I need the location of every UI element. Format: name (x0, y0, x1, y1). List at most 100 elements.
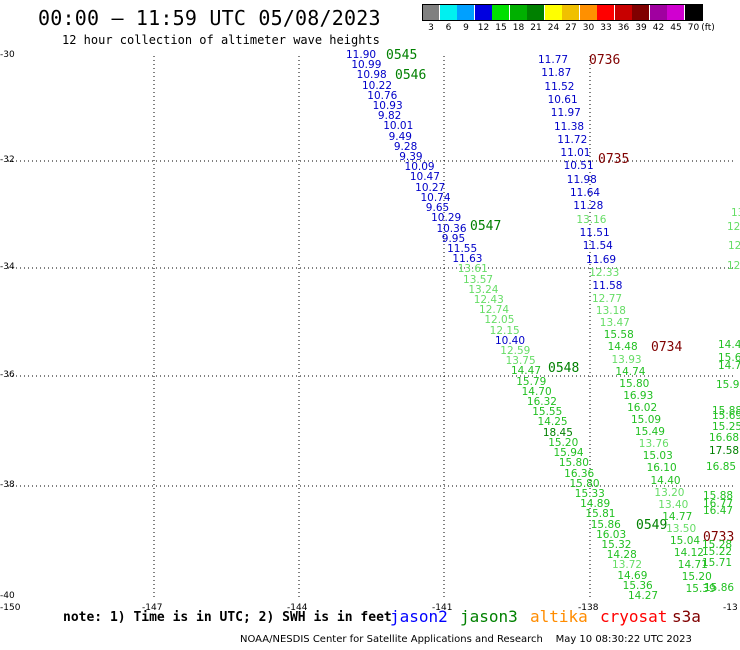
wave-height-value: 15.86 (704, 582, 735, 594)
wave-height-value: 12.05 (484, 314, 515, 327)
lon-label: -147 (142, 603, 163, 613)
pass-time-label: 0549 (636, 518, 668, 533)
wave-height-value: 11.64 (570, 187, 601, 199)
legend-label-21: 21 (530, 23, 542, 33)
wave-height-value: 15.80 (569, 477, 600, 490)
wave-height-value: 13 (731, 207, 740, 219)
legend-swatch-21 (527, 4, 544, 20)
legend-label-18: 18 (512, 23, 525, 33)
wave-height-value: 14.74 (615, 365, 646, 378)
wave-height-value: 15.88 (703, 490, 734, 502)
legend-frame (422, 4, 703, 21)
satellite-name-altika: altika (530, 607, 588, 626)
wave-height-value: 16.32 (526, 396, 557, 409)
wave-height-value: 10.01 (383, 120, 414, 133)
lat-label: -32 (0, 155, 15, 165)
wave-height-value: 12.74 (479, 304, 510, 317)
legend-swatch-3 (422, 4, 439, 20)
wave-height-value: 10.36 (436, 222, 467, 235)
wave-height-value: 10.76 (367, 89, 398, 102)
wave-height-value: 11.97 (550, 107, 581, 120)
legend-swatch-42 (649, 4, 667, 20)
wave-height-value: 11.38 (554, 120, 585, 133)
legend-swatch-15 (492, 4, 509, 20)
wave-height-value: 15.58 (603, 329, 634, 342)
wave-height-value: 16.68 (709, 432, 740, 444)
pass-time-label: 0545 (386, 48, 418, 63)
legend-label-70: 70 (687, 23, 700, 33)
wave-height-value: 10.09 (404, 161, 435, 174)
wave-height-value: 14.7 (718, 360, 740, 372)
wave-height-value: 10.22 (361, 79, 393, 92)
wave-height-value: 15.71 (702, 557, 733, 569)
legend-swatch-24 (544, 4, 562, 20)
wave-height-value: 11.69 (586, 253, 617, 266)
wave-height-value: 15.81 (585, 508, 616, 521)
wave-height-value: 15.39 (685, 583, 716, 596)
legend-label-30: 30 (582, 23, 595, 33)
wave-height-value: 14.70 (521, 385, 552, 398)
wave-height-value: 15.33 (574, 487, 605, 500)
wave-height-value: 15.69 (712, 410, 740, 422)
wave-height-value: 9.95 (441, 232, 466, 245)
wave-height-value: 15.88 (712, 405, 740, 417)
wave-height-value: 10.40 (494, 334, 526, 347)
wave-height-value: 17.58 (709, 445, 740, 457)
wave-height-value: 14.4 (718, 339, 740, 351)
wave-height-value: 15.32 (601, 538, 632, 551)
legend-label-45: 45 (670, 23, 682, 33)
legend-unit: (ft) (701, 23, 715, 33)
legend-swatch-18 (509, 4, 527, 20)
legend-swatch-45 (667, 4, 684, 20)
map-subtitle: 12 hour collection of altimeter wave hei… (62, 33, 380, 47)
lon-label: -150 (0, 603, 21, 613)
wave-height-value: 11.52 (544, 80, 575, 93)
legend-swatch-12 (474, 4, 492, 20)
wave-height-value: 12.15 (489, 324, 520, 337)
legend-swatch-39 (632, 4, 649, 20)
wave-height-value: 13.72 (612, 559, 643, 572)
wave-height-value: 9.82 (377, 110, 402, 123)
legend-label-42: 42 (652, 23, 665, 33)
wave-height-value: 14.48 (607, 341, 638, 354)
wave-height-value: 12 (727, 260, 740, 272)
wave-height-value: 11.63 (452, 253, 483, 266)
wave-height-value: 13.76 (638, 438, 669, 451)
lon-label: -13 (723, 603, 738, 613)
wave-height-value: 13.61 (457, 263, 488, 276)
wave-height-value: 15.09 (631, 414, 662, 426)
legend-swatch-36 (614, 4, 632, 20)
pass-time-label: 0548 (548, 361, 580, 376)
legend-label-15: 15 (495, 23, 507, 33)
wave-height-value: 13.40 (658, 498, 689, 511)
wave-height-value: 9.49 (388, 130, 412, 143)
wave-height-value: 10.29 (431, 212, 462, 225)
wave-height-value: 11.54 (582, 240, 613, 253)
wave-height-value: 10.61 (547, 93, 578, 106)
wave-height-value: 15.80 (558, 457, 589, 470)
pass-time-label: 0734 (651, 340, 683, 355)
legend-swatch-6 (439, 4, 457, 20)
wave-height-value: 11.01 (560, 147, 591, 160)
wave-height-value: 13.18 (595, 305, 626, 318)
wave-height-value: 13.24 (468, 283, 499, 296)
wave-height-value: 13.20 (654, 486, 685, 499)
wave-height-value: 9.39 (399, 151, 423, 164)
wave-height-value: 15.79 (516, 375, 547, 388)
wave-height-value: 14.89 (580, 498, 611, 511)
wave-height-value: 13.50 (666, 522, 697, 535)
legend-swatch-30 (579, 4, 597, 20)
legend-swatch-27 (562, 4, 579, 20)
wave-height-value: 14.47 (510, 365, 541, 378)
wave-height-value: 10.27 (415, 181, 446, 194)
wave-height-value: 14.40 (650, 474, 681, 487)
wave-height-value: 10.74 (420, 191, 451, 204)
wave-height-value: 15.04 (670, 535, 701, 547)
legend-label-24: 24 (547, 23, 560, 33)
wave-height-value: 16.02 (627, 401, 658, 414)
lat-label: -36 (0, 370, 15, 380)
wave-height-value: 9.28 (393, 140, 418, 153)
wave-height-value: 16.85 (706, 461, 737, 473)
wave-height-value: 12.33 (589, 266, 620, 279)
